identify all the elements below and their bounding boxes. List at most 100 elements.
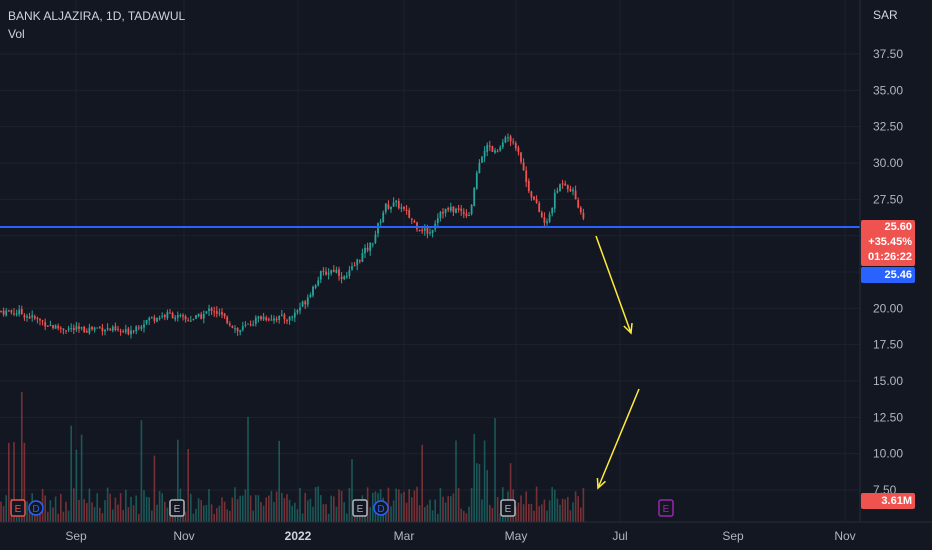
volume-bar [112,509,114,522]
volume-bar [580,507,582,522]
candle-body [429,232,431,234]
volume-bar [197,498,200,522]
candle-body [280,314,283,316]
volume-bar [190,493,192,522]
candle-body [382,212,385,223]
volume-bar [151,510,153,522]
dividend-marker [373,500,389,516]
y-tick-label: 12.50 [873,410,903,424]
candle-body [413,220,416,223]
time-axis: Sep Nov 2022 Mar May Jul Sep Nov [65,529,855,543]
volume-bar [158,491,161,522]
candle-body [13,313,15,315]
volume-bar [132,505,135,522]
candle-body [221,312,223,315]
volume-bar [561,498,564,522]
volume-bar [109,493,111,522]
volume-bar [161,493,163,522]
volume-bar [452,493,455,522]
candle-body [143,324,145,328]
volume-bar [489,504,491,522]
event-marker-label: E [663,504,670,515]
volume-bar [208,488,210,522]
volume-bar [195,508,197,522]
candle-body [275,319,278,321]
volume-bar [437,513,439,522]
volume-bar [49,500,52,522]
volume-bar [187,448,189,522]
candle-body [457,208,460,210]
volume-bar [426,504,429,522]
currency-label[interactable]: SAR [873,8,898,22]
volume-bar [26,501,28,522]
line-price: 25.46 [884,269,912,281]
candle-body [494,150,496,153]
volume-bar [268,495,270,522]
price-axis: 37.50 35.00 32.50 30.00 27.50 20.00 17.50 15.00… [0,0,932,523]
candle-body [174,317,177,320]
volume-bar [262,505,265,522]
y-tick-label: 10.00 [873,447,903,461]
volume-bar [265,497,267,522]
candle-body [340,276,343,279]
volume-bar [447,496,449,522]
candle-body [442,211,444,214]
candle-body [431,229,434,234]
event-marker-label: D [32,504,39,515]
last-price: 25.60 [884,221,912,233]
candle-body [257,316,260,319]
volume-bar [96,493,98,522]
candle-body [452,206,455,213]
candle-body [561,183,564,185]
volume-bar [359,513,361,522]
candle-body [283,314,286,320]
volume-bar [257,495,260,522]
candle-body [270,319,273,321]
candle-body [98,326,101,328]
candle-body [390,206,392,210]
volume-bar [421,444,423,522]
candle-body [176,315,179,318]
volume-bar [330,495,332,522]
line-price-badge: 25.46 [861,267,915,283]
candle-body [36,317,39,319]
volume-bar [473,433,475,522]
candle-body [234,328,236,330]
candle-body [231,326,234,328]
volume-bar [294,502,296,522]
candle-body [28,316,31,319]
candle-body [109,328,112,331]
bar-countdown: 01:26:22 [867,251,912,263]
candle-body [400,207,403,209]
candle-body [200,314,203,319]
volume-bar [476,463,478,522]
candle-body [356,259,359,266]
volume-bar [400,493,403,522]
candle-body [533,196,535,200]
volume-bar [535,486,538,522]
volume-bar [140,420,143,522]
volume-bar [67,510,70,522]
candle-body [278,315,281,320]
volume-bar [533,510,535,522]
volume-bar [496,497,499,522]
volume-bar [327,513,330,522]
candle-body [332,269,335,272]
y-tick-label: 35.00 [873,83,903,97]
event-marker-label: E [174,504,181,515]
volume-bar [312,506,314,522]
volume-bar [494,418,496,522]
volume-bar [164,501,166,522]
volume-bar [299,487,301,522]
candle-body [135,326,138,332]
candle-body [88,327,91,334]
volume-bar [275,491,278,522]
volume-bar [57,513,59,522]
candle-body [377,223,379,234]
candle-body [244,324,247,326]
candle-body [444,208,447,213]
volume-bar [93,506,96,522]
event-marker-label: E [357,504,364,515]
volume-bar [101,513,104,522]
